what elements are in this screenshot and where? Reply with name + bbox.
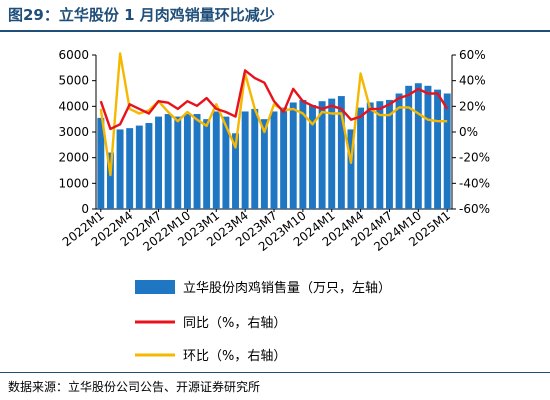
bar <box>328 98 336 209</box>
right-tick-label: 20% <box>459 99 486 113</box>
bar <box>376 101 384 209</box>
legend-label-yoy: 同比（%，右轴） <box>183 316 286 331</box>
bar <box>145 123 153 209</box>
bar <box>385 99 393 209</box>
chart-title: 图29：立华股份 1 月肉鸡销量环比减少 <box>8 6 275 24</box>
bar <box>347 129 355 209</box>
bar <box>357 107 365 209</box>
right-tick-label: 60% <box>459 48 486 62</box>
bar <box>126 128 134 209</box>
right-tick-label: -40% <box>459 176 490 190</box>
bars-layer <box>97 83 451 209</box>
source-divider <box>0 372 550 373</box>
bar <box>212 111 220 209</box>
bar <box>424 85 432 209</box>
legend-swatch-bars <box>135 280 175 294</box>
bar <box>395 93 403 209</box>
right-tick-label: 40% <box>459 74 486 88</box>
bar <box>270 111 278 209</box>
bar <box>193 114 201 209</box>
bar <box>183 114 191 209</box>
left-tick-label: 1000 <box>58 176 89 190</box>
left-tick-label: 3000 <box>58 125 89 139</box>
bar <box>299 99 307 209</box>
bar <box>405 85 413 209</box>
bar <box>443 93 451 209</box>
bar <box>232 133 239 209</box>
bar <box>97 117 105 209</box>
bar <box>318 101 326 209</box>
bar <box>366 102 374 209</box>
right-tick-label: -20% <box>459 151 490 165</box>
legend: 立华股份肉鸡销售量（万只，左轴） 同比（%，右轴） 环比（%，右轴） <box>135 280 391 364</box>
lines-layer <box>99 52 449 177</box>
legend-label-bars: 立华股份肉鸡销售量（万只，左轴） <box>183 280 391 296</box>
bar <box>164 114 172 209</box>
bar <box>414 83 422 209</box>
left-tick-label: 5000 <box>58 74 89 88</box>
legend-label-mom: 环比（%，右轴） <box>183 349 286 364</box>
yoy-line <box>99 69 449 131</box>
bar <box>222 116 230 209</box>
bar <box>289 102 297 209</box>
bar <box>135 125 143 209</box>
bar <box>251 108 259 209</box>
sales-chart: 0 1000 2000 3000 4000 5000 6000 -60% -40% -20% 0% 2… <box>58 48 490 364</box>
bar <box>337 96 345 209</box>
bar <box>155 116 163 209</box>
bar <box>280 107 288 209</box>
left-tick-label: 4000 <box>58 99 89 113</box>
left-tick-label: 0 <box>81 202 89 216</box>
bar <box>203 119 211 209</box>
bar <box>309 105 316 209</box>
bar <box>260 119 268 209</box>
bar <box>434 89 442 209</box>
right-tick-label: -60% <box>459 202 490 216</box>
left-tick-label: 2000 <box>58 151 89 165</box>
bar <box>106 152 114 209</box>
bar <box>116 129 124 209</box>
source-note: 数据来源：立华股份公司公告、开源证券研究所 <box>8 380 261 394</box>
title-divider <box>0 30 550 32</box>
right-tick-label: 0% <box>459 125 478 139</box>
bar <box>174 116 182 209</box>
left-tick-label: 6000 <box>58 48 89 62</box>
bar <box>241 111 249 209</box>
